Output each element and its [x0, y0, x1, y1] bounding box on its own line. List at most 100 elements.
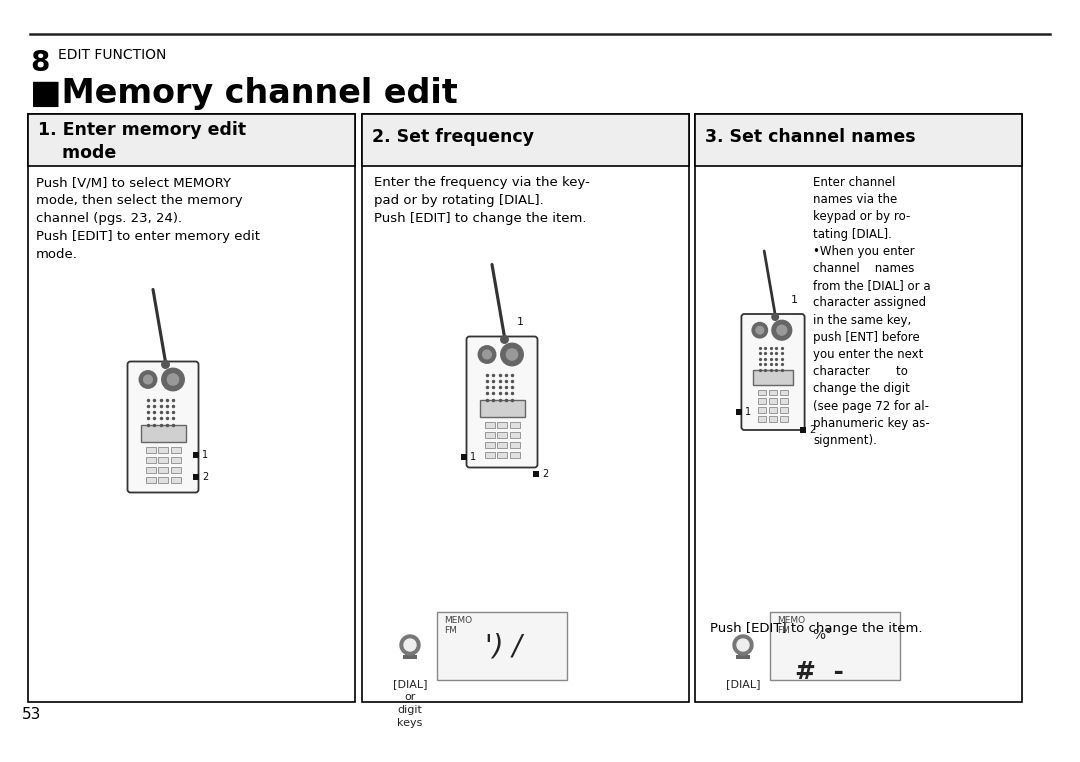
Bar: [534, 471, 539, 477]
Text: MEMO
FM: MEMO FM: [444, 616, 472, 636]
Bar: [28, 114, 355, 166]
Bar: [780, 416, 788, 421]
FancyBboxPatch shape: [467, 337, 538, 468]
Text: 1. Enter memory edit
    mode: 1. Enter memory edit mode: [38, 121, 246, 162]
Bar: [171, 477, 180, 483]
Bar: [146, 447, 156, 453]
Bar: [735, 655, 750, 659]
Bar: [193, 474, 199, 480]
Circle shape: [756, 326, 764, 334]
Bar: [193, 452, 199, 458]
Bar: [696, 114, 1022, 702]
Bar: [485, 452, 495, 458]
Circle shape: [162, 368, 185, 391]
Bar: [158, 477, 168, 483]
Bar: [140, 424, 186, 442]
Bar: [485, 422, 495, 428]
Bar: [403, 655, 417, 659]
Bar: [510, 452, 519, 458]
Text: 2: 2: [202, 472, 208, 482]
Circle shape: [733, 635, 753, 655]
Bar: [696, 114, 1022, 166]
Bar: [497, 432, 507, 438]
Bar: [769, 407, 778, 413]
Bar: [480, 399, 525, 417]
Bar: [171, 457, 180, 463]
Text: Push [EDIT] to change the item.: Push [EDIT] to change the item.: [710, 622, 922, 635]
Text: %°’: %°’: [812, 628, 837, 642]
Bar: [735, 409, 742, 415]
Bar: [770, 612, 900, 680]
Text: digit: digit: [397, 705, 422, 715]
Bar: [780, 399, 788, 404]
Text: MEMO
FM: MEMO FM: [777, 616, 805, 636]
Text: keys: keys: [397, 718, 422, 728]
Bar: [800, 427, 806, 433]
Bar: [753, 370, 793, 386]
Circle shape: [772, 314, 779, 320]
Circle shape: [162, 360, 170, 368]
Bar: [780, 407, 788, 413]
Circle shape: [139, 371, 157, 389]
Circle shape: [752, 322, 768, 338]
Circle shape: [400, 635, 420, 655]
Text: EDIT FUNCTION: EDIT FUNCTION: [58, 48, 166, 62]
Text: 1: 1: [791, 295, 798, 305]
Circle shape: [478, 346, 496, 363]
Text: 3. Set channel names: 3. Set channel names: [705, 128, 916, 146]
FancyBboxPatch shape: [741, 314, 805, 430]
Bar: [497, 442, 507, 448]
Bar: [362, 114, 689, 166]
Text: 8: 8: [30, 49, 50, 77]
Text: [DIAL]: [DIAL]: [726, 679, 760, 689]
Bar: [757, 416, 767, 421]
Bar: [757, 389, 767, 395]
Bar: [510, 422, 519, 428]
Bar: [510, 442, 519, 448]
Bar: [362, 114, 689, 702]
Text: [DIAL]: [DIAL]: [393, 679, 428, 689]
Circle shape: [507, 349, 517, 360]
Bar: [171, 467, 180, 473]
Text: 2. Set frequency: 2. Set frequency: [372, 128, 534, 146]
Bar: [510, 432, 519, 438]
Text: 1: 1: [202, 450, 208, 460]
Circle shape: [737, 639, 750, 651]
Bar: [405, 645, 415, 657]
Text: Enter the frequency via the key-
pad or by rotating [DIAL].
Push [EDIT] to chang: Enter the frequency via the key- pad or …: [374, 176, 590, 225]
Bar: [497, 422, 507, 428]
Bar: [28, 114, 355, 702]
Bar: [146, 457, 156, 463]
Circle shape: [167, 374, 178, 385]
Circle shape: [501, 336, 509, 343]
Bar: [158, 447, 168, 453]
Bar: [757, 399, 767, 404]
Bar: [769, 416, 778, 421]
Bar: [461, 454, 467, 460]
Text: #  -: # -: [795, 660, 843, 684]
Circle shape: [501, 343, 523, 366]
Circle shape: [404, 639, 416, 651]
Text: Push [V/M] to select MEMORY
mode, then select the memory
channel (pgs. 23, 24).
: Push [V/M] to select MEMORY mode, then s…: [36, 176, 260, 261]
Bar: [769, 389, 778, 395]
Circle shape: [777, 325, 786, 335]
Bar: [437, 612, 567, 680]
Bar: [171, 447, 180, 453]
Bar: [780, 389, 788, 395]
Bar: [485, 432, 495, 438]
Bar: [158, 457, 168, 463]
Text: 1: 1: [517, 317, 524, 327]
Circle shape: [772, 320, 792, 340]
Bar: [485, 442, 495, 448]
Bar: [769, 399, 778, 404]
Circle shape: [483, 350, 491, 359]
Bar: [757, 407, 767, 413]
Text: 1: 1: [745, 407, 751, 417]
Bar: [497, 452, 507, 458]
Text: Enter channel
names via the
keypad or by ro-
tating [DIAL].
•When you enter
chan: Enter channel names via the keypad or by…: [813, 176, 931, 447]
Text: ') /: ') /: [485, 632, 522, 660]
Bar: [146, 467, 156, 473]
Bar: [158, 467, 168, 473]
Text: 2: 2: [809, 425, 815, 435]
Text: or: or: [404, 692, 416, 702]
